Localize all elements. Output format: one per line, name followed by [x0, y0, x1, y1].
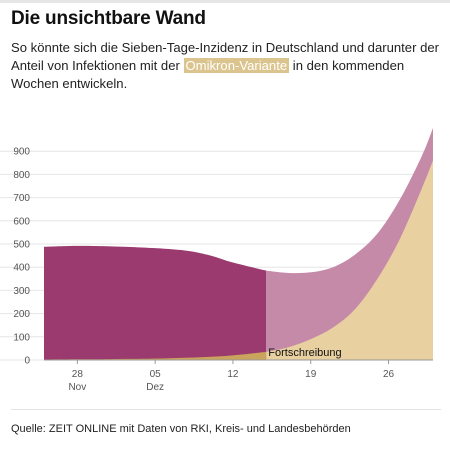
- y-tick-label: 500: [13, 240, 30, 251]
- area-omicron-observed: [44, 351, 267, 360]
- subtitle-highlight-omicron: Omikron-Variante: [183, 58, 290, 73]
- y-tick-label: 800: [13, 170, 30, 181]
- top-rule: [0, 0, 450, 3]
- y-tick-label: 700: [13, 193, 30, 204]
- y-tick-label: 300: [13, 286, 30, 297]
- x-tick-month-label: Nov: [68, 382, 86, 393]
- y-tick-label: 100: [13, 332, 30, 343]
- subtitle-text-start: So könnte sich die Sieben-Tage-Inzidenz …: [11, 40, 440, 73]
- y-tick-label: 900: [13, 147, 30, 158]
- incidence-area-chart: 0 100 200 300 400 500 600 700 800 900 Fortschreibu…: [0, 128, 433, 393]
- y-tick-label: 200: [13, 309, 30, 320]
- source-divider: [11, 409, 441, 410]
- x-tick-label: 26: [383, 369, 395, 380]
- subtitle-text-end: in den kommenden Wochen entwickeln.: [11, 58, 405, 91]
- area-total-observed: [44, 245, 267, 360]
- source-note: Quelle: ZEIT ONLINE mit Daten von RKI, K…: [11, 423, 351, 435]
- x-tick-label: 19: [305, 369, 317, 380]
- projection-annotation: Fortschreibung: [268, 347, 341, 359]
- y-tick-label: 0: [24, 356, 30, 367]
- chart-subtitle: So könnte sich die Sieben-Tage-Inzidenz …: [11, 39, 441, 93]
- chart-title: Die unsichtbare Wand: [11, 8, 206, 29]
- y-tick-label: 400: [13, 263, 30, 274]
- x-tick-month-label: Dez: [146, 382, 164, 393]
- x-tick-label: 28: [72, 369, 84, 380]
- x-tick-label: 12: [227, 369, 239, 380]
- area-omicron-projected: [266, 160, 433, 360]
- x-tick-label: 05: [150, 369, 162, 380]
- y-tick-label: 600: [13, 216, 30, 227]
